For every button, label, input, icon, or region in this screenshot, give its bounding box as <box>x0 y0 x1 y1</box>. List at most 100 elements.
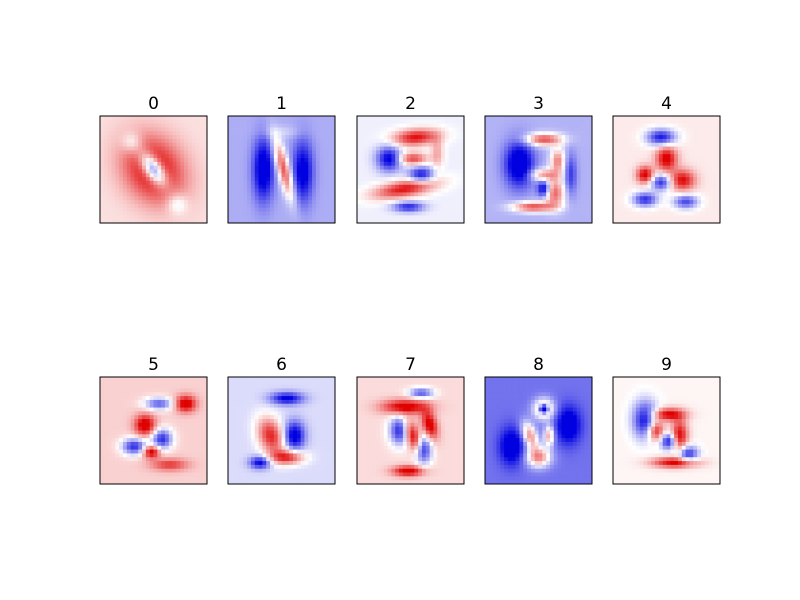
heatmap-cell <box>553 127 559 132</box>
heatmap-cell <box>119 192 124 197</box>
heatmap-cell <box>572 177 578 182</box>
heatmap-cell <box>519 173 524 178</box>
heatmap-cell <box>530 138 536 144</box>
heatmap-cell <box>277 215 282 220</box>
heatmap-cell <box>379 119 385 125</box>
heatmap-cell <box>266 138 271 144</box>
heatmap-cell <box>557 192 562 197</box>
heatmap-cell <box>565 177 570 182</box>
heatmap-cell <box>542 184 547 190</box>
heatmap-cell <box>258 177 263 182</box>
heatmap-cell <box>176 207 181 212</box>
heatmap-cell <box>399 219 404 224</box>
heatmap-cell <box>164 399 170 405</box>
heatmap-cell <box>239 219 244 224</box>
heatmap-cell <box>138 407 143 412</box>
heatmap-cell <box>496 196 501 201</box>
heatmap-cell <box>184 426 189 431</box>
heatmap-cell <box>448 215 453 220</box>
heatmap-cell <box>444 127 450 132</box>
heatmap-cell <box>655 203 660 209</box>
heatmap-cell <box>670 203 675 209</box>
heatmap-cell <box>677 135 683 140</box>
heatmap-cell <box>119 180 124 186</box>
heatmap-cell <box>119 438 124 443</box>
heatmap-cell <box>372 215 377 220</box>
heatmap-cell <box>122 173 128 178</box>
heatmap-cell <box>395 211 400 216</box>
heatmap-cell <box>569 123 574 128</box>
heatmap-cell <box>460 173 465 178</box>
heatmap-cell <box>277 407 282 412</box>
heatmap-cell <box>266 131 271 136</box>
heatmap-cell <box>519 188 524 193</box>
heatmap-cell <box>304 131 309 136</box>
heatmap-cell <box>549 131 555 136</box>
heatmap-cell <box>658 158 664 163</box>
heatmap-cell <box>527 196 532 201</box>
heatmap-cell <box>134 138 139 144</box>
heatmap-cell <box>576 142 581 147</box>
heatmap-cell <box>258 142 263 147</box>
heatmap-cell <box>172 384 177 389</box>
heatmap-cell <box>523 138 528 144</box>
heatmap-cell <box>126 150 131 155</box>
heatmap-cell <box>308 154 313 159</box>
heatmap-cell <box>527 219 532 224</box>
heatmap-cell <box>285 219 290 224</box>
heatmap-cell <box>270 399 275 405</box>
heatmap-cell <box>368 184 373 190</box>
heatmap-cell <box>485 119 490 125</box>
heatmap-cell <box>670 184 675 190</box>
heatmap-cell <box>425 150 431 155</box>
heatmap-cell <box>119 445 124 451</box>
heatmap-cell <box>697 215 702 220</box>
heatmap-cell <box>308 161 313 167</box>
heatmap-cell <box>613 196 618 201</box>
heatmap-cell <box>228 196 233 201</box>
heatmap-cell <box>399 161 404 167</box>
heatmap-cell <box>250 200 256 205</box>
heatmap-cell <box>153 480 158 485</box>
heatmap-cell <box>613 203 618 209</box>
heatmap-cell <box>557 215 562 220</box>
heatmap-cell <box>315 169 321 174</box>
heatmap-cell <box>504 177 509 182</box>
heatmap-cell <box>296 150 302 155</box>
heatmap-cell <box>115 407 120 412</box>
heatmap-cell <box>372 180 377 186</box>
heatmap-cell <box>142 380 147 386</box>
heatmap-cell <box>149 415 154 420</box>
heatmap-cell <box>553 119 559 125</box>
heatmap-cell <box>613 131 618 136</box>
heatmap-cell <box>391 123 396 128</box>
heatmap-cell <box>145 150 151 155</box>
heatmap-cell <box>549 196 555 201</box>
heatmap-cell <box>323 138 328 144</box>
heatmap-cell <box>323 219 328 224</box>
heatmap-cell <box>161 380 166 386</box>
heatmap-cell <box>319 184 324 190</box>
heatmap-cell <box>485 200 490 205</box>
heatmap-cell <box>231 146 237 151</box>
heatmap-cell <box>572 165 578 170</box>
heatmap-cell <box>565 192 570 197</box>
heatmap-cell <box>285 169 290 174</box>
heatmap-cell <box>239 384 244 389</box>
heatmap-cell <box>243 116 248 121</box>
heatmap-cell <box>296 116 302 121</box>
heatmap-cell <box>437 127 442 132</box>
heatmap-cell <box>134 476 139 481</box>
heatmap-cell <box>658 154 664 159</box>
heatmap-cell <box>235 219 240 224</box>
heatmap-cell <box>199 146 204 151</box>
heatmap-cell <box>414 219 419 224</box>
heatmap-cell <box>379 184 385 190</box>
heatmap-cell <box>383 142 388 147</box>
heatmap-cell <box>410 154 415 159</box>
heatmap-cell <box>157 135 162 140</box>
heatmap-cell <box>239 203 244 209</box>
heatmap-cell <box>191 464 196 470</box>
heatmap-cell <box>693 154 698 159</box>
heatmap-cell <box>138 119 143 125</box>
